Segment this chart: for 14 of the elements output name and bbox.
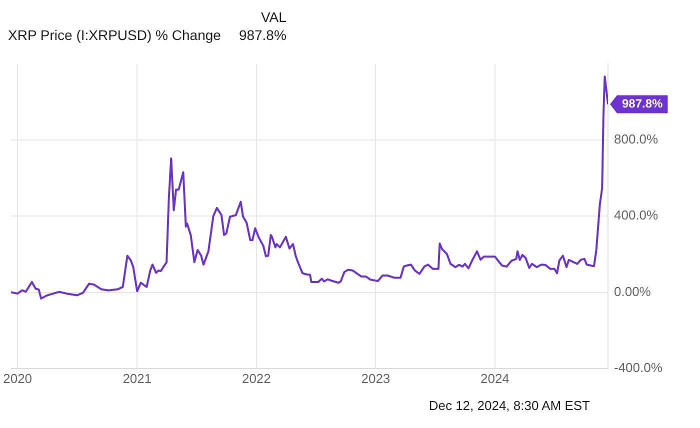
text: XRP Price (I:XRPUSD) % Change (8, 26, 221, 44)
text: Dec 12, 2024, 8:30 AM EST (428, 398, 590, 413)
x-tick-label: 2024 (480, 370, 510, 386)
y-tick-label: 400.0% (614, 208, 659, 223)
y-tick-label: 0.00% (614, 284, 652, 299)
data-label: 987.8% (622, 96, 664, 111)
legend-title: VAL (260, 8, 286, 26)
text: 987.8% (238, 27, 286, 43)
y-tick-label: 800.0% (614, 132, 659, 147)
x-tick-label: 2022 (242, 370, 271, 386)
x-tick-label: 2021 (122, 370, 152, 386)
y-tick-label: -400.0% (614, 360, 663, 375)
x-tick-label: 2023 (361, 370, 390, 386)
x-tick-label: 2020 (3, 370, 32, 386)
